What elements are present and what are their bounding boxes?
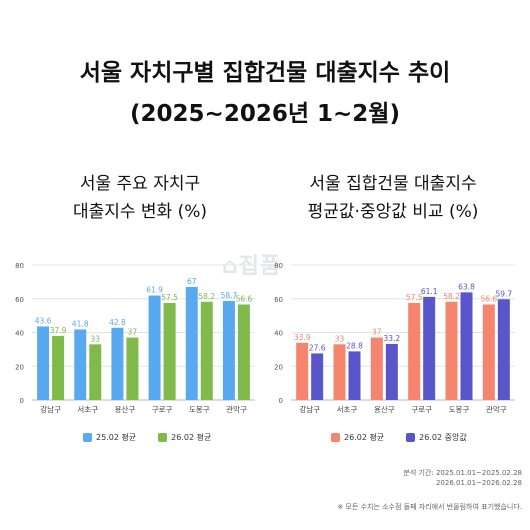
left-chart-bar	[52, 336, 65, 400]
right-chart-bar	[497, 299, 510, 400]
left-chart-bar	[74, 329, 87, 400]
right-chart-xtick-label: 도봉구	[449, 405, 470, 414]
right-chart-data-label: 59.7	[495, 289, 512, 298]
left-chart-xtick-label: 용산구	[115, 404, 136, 414]
legend-swatch-2602-median	[406, 433, 416, 442]
page-title: 서울 자치구별 집합건물 대출지수 추이	[79, 60, 451, 86]
legend-swatch-2602-avg-r	[331, 433, 340, 442]
analysis-period-2: 2026.01.01~2026.02.28	[435, 479, 522, 487]
left-chart-ytick-label: 20	[15, 363, 24, 371]
left-chart-title-2: 대출지수 변화 (%)	[72, 202, 208, 222]
left-chart-data-label: 56.6	[236, 294, 253, 303]
legend-label-2502-avg: 25.02 평균	[96, 433, 137, 442]
right-chart-xtick-label: 구로구	[411, 405, 432, 414]
right-chart-title-2: 평균값·중앙값 비교 (%)	[307, 202, 479, 222]
left-chart-bar	[237, 304, 250, 400]
left-chart-bar	[222, 300, 235, 400]
right-chart-ytick-label: 60	[274, 296, 283, 304]
right-chart-xtick-label: 용산구	[374, 404, 395, 414]
right-chart-data-label: 56.6	[480, 294, 497, 303]
left-chart-data-label: 58.2	[198, 292, 215, 301]
left-chart-xtick-label: 강남구	[40, 404, 61, 414]
left-chart-bar	[148, 295, 161, 400]
left-chart-xtick-label: 구로구	[152, 405, 173, 414]
right-chart-bar	[348, 351, 361, 400]
left-chart-ytick-label: 80	[15, 262, 24, 270]
right-chart-xtick-label: 서초구	[337, 405, 358, 414]
left-chart-data-label: 58.7	[221, 291, 238, 300]
left-chart-ytick-label: 40	[15, 330, 24, 338]
left-chart-title-1: 서울 주요 자치구	[79, 174, 201, 194]
legend-swatch-2602-avg	[158, 433, 168, 442]
right-chart-data-label: 63.8	[458, 282, 475, 291]
legend-label-2602-avg-r: 26.02 평균	[344, 433, 385, 442]
right-chart-data-label: 33	[335, 334, 345, 343]
left-chart-data-label: 41.8	[72, 319, 89, 328]
left-bar-chart: 0 20 40 60 80 43.637.9 강남구 41.833 서초구 42.837 용산구 61…	[15, 262, 255, 414]
left-chart-data-label: 33	[90, 334, 100, 343]
right-chart-data-label: 57.5	[406, 293, 423, 302]
right-chart-data-label: 58.2	[443, 292, 460, 301]
left-chart-data-label: 57.5	[161, 293, 178, 302]
page-subtitle: (2025~2026년 1~2월)	[130, 101, 400, 127]
left-chart-ytick-label: 60	[15, 296, 24, 304]
footnote: ※ 모든 수치는 소수점 둘째 자리에서 반올림하여 표기했습니다.	[337, 503, 522, 511]
right-chart-xtick-label: 강남구	[299, 404, 320, 414]
right-chart-bar	[296, 342, 309, 400]
right-chart-bar	[445, 301, 458, 400]
right-chart-bar	[385, 343, 398, 400]
right-chart-xtick-label: 관악구	[486, 404, 507, 414]
right-chart-data-label: 37	[372, 328, 382, 337]
left-legend: 25.02 평균 26.02 평균	[83, 432, 211, 443]
right-chart-ytick-label: 0	[279, 397, 283, 405]
left-chart-data-label: 37	[128, 328, 138, 337]
legend-label-2602-avg: 26.02 평균	[171, 433, 212, 442]
right-chart-title-1: 서울 집합건물 대출지수	[309, 174, 477, 194]
right-legend: 26.02 평균 26.02 중앙값	[331, 432, 467, 443]
legend-swatch-2502-avg	[83, 433, 92, 442]
right-chart-bar	[460, 292, 473, 400]
right-chart-ytick-label: 40	[274, 330, 283, 338]
right-chart-ytick-label: 80	[274, 262, 283, 270]
right-chart-data-label: 33.9	[294, 333, 311, 342]
left-chart-data-label: 43.6	[35, 316, 52, 325]
left-chart-bar	[126, 337, 139, 400]
left-chart-data-label: 67	[187, 277, 197, 286]
left-chart-xtick-label: 도봉구	[189, 405, 210, 414]
right-chart-data-label: 33.2	[383, 334, 400, 343]
watermark-logo: ⌂집품	[222, 254, 282, 279]
right-chart-bar	[311, 353, 324, 400]
left-chart-bar	[111, 327, 124, 400]
legend-label-2602-median: 26.02 중앙값	[419, 433, 467, 442]
left-chart-data-label: 42.8	[109, 318, 126, 327]
right-chart-bar	[482, 304, 495, 400]
left-chart-bar	[200, 301, 213, 400]
left-chart-bar	[89, 344, 102, 400]
left-chart-bar	[185, 286, 198, 400]
left-chart-data-label: 37.9	[50, 326, 67, 335]
left-chart-data-label: 61.9	[146, 286, 163, 295]
right-chart-data-label: 61.1	[421, 287, 438, 296]
analysis-period-1: 분석 기간: 2025.01.01~2025.02.28	[403, 469, 522, 477]
left-chart-ytick-label: 0	[20, 397, 24, 405]
left-chart-xtick-label: 서초구	[77, 405, 98, 414]
right-chart-bar	[423, 296, 436, 400]
right-chart-bar	[333, 344, 346, 400]
right-chart-bar	[408, 302, 421, 400]
left-chart-xtick-label: 관악구	[226, 404, 247, 414]
right-chart-data-label: 28.8	[346, 341, 363, 350]
left-chart-bar	[163, 302, 176, 400]
right-chart-bar	[370, 337, 383, 400]
right-chart-ytick-label: 20	[274, 363, 283, 371]
right-chart-data-label: 27.6	[309, 343, 326, 352]
left-chart-bar	[37, 326, 50, 400]
